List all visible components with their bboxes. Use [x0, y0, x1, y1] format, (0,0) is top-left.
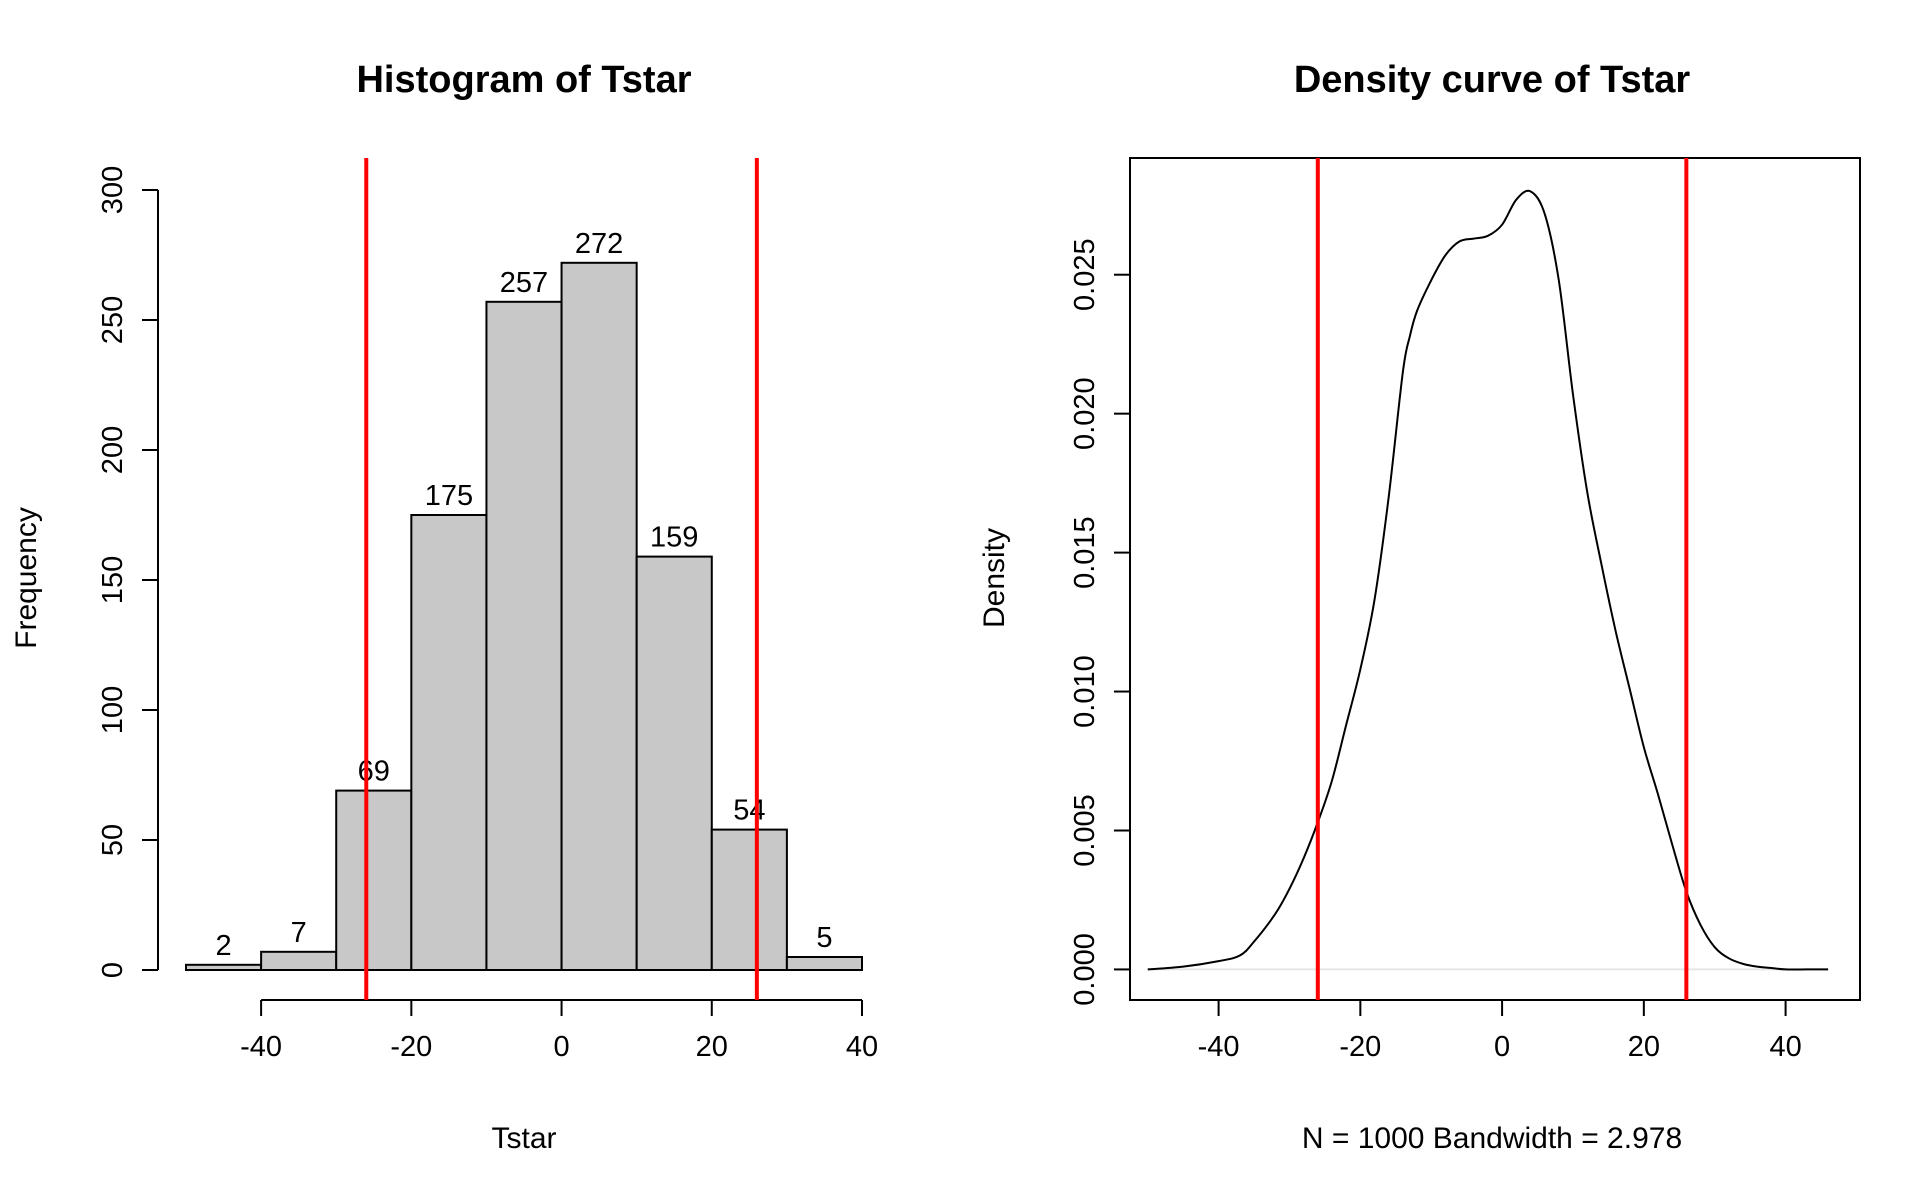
density-panel: Density curve of Tstar N = 1000 Bandwidt… [978, 59, 1861, 1155]
density-y-tick-label: 0.010 [1069, 655, 1101, 728]
histogram-bar [785, 956, 864, 971]
histogram-critical-lines [364, 158, 759, 1000]
histogram-count-label: 2 [215, 930, 231, 962]
density-x-tick-label: -40 [1198, 1031, 1240, 1063]
density-y-axis: 0.000 0.005 0.010 0.015 0.020 0.025 [1069, 238, 1131, 1006]
density-x-tick-label: -20 [1339, 1031, 1381, 1063]
histogram-bar [185, 963, 263, 971]
histogram-y-tick-label: 100 [97, 686, 129, 734]
density-plot-frame [1129, 157, 1861, 1001]
histogram-y-tick-label: 50 [97, 824, 129, 856]
histogram-y-axis-label: Frequency [10, 507, 43, 649]
histogram-x-tick-label: 20 [696, 1031, 728, 1063]
histogram-count-label: 175 [425, 480, 473, 512]
density-y-tick-label: 0.015 [1069, 516, 1101, 589]
histogram-x-axis-label: Tstar [491, 1122, 556, 1155]
histogram-count-label: 54 [733, 795, 765, 827]
histogram-bar [485, 300, 563, 971]
histogram-x-tick-label: -40 [240, 1031, 282, 1063]
histogram-y-tick-label: 250 [97, 296, 129, 344]
histogram-x-tick-label: 40 [846, 1031, 878, 1063]
histogram-bar [410, 514, 488, 971]
density-x-tick-label: 0 [1494, 1031, 1510, 1063]
histogram-count-label: 272 [575, 228, 623, 260]
histogram-bar [560, 261, 638, 971]
density-x-axis-label: N = 1000 Bandwidth = 2.978 [1302, 1122, 1682, 1155]
histogram-bar [635, 555, 713, 971]
histogram-x-tick-label: -20 [390, 1031, 432, 1063]
histogram-y-axis: 0 50 100 150 200 250 300 [97, 166, 159, 978]
density-critical-lines [1315, 158, 1689, 1000]
density-y-tick-label: 0.020 [1069, 377, 1101, 450]
histogram-count-labels: 2 7 69 175 257 272 159 54 5 [215, 228, 832, 962]
density-title: Density curve of Tstar [1294, 59, 1691, 101]
histogram-x-tick-label: 0 [553, 1031, 569, 1063]
density-y-axis-label: Density [978, 528, 1011, 628]
histogram-count-label: 69 [358, 756, 390, 788]
histogram-panel: Histogram of Tstar Tstar Frequency 2 7 69 1… [10, 59, 878, 1155]
histogram-count-label: 7 [291, 917, 307, 949]
histogram-x-axis: -40 -20 0 20 40 [240, 999, 878, 1063]
density-y-tick-label: 0.005 [1069, 794, 1101, 867]
histogram-y-tick-label: 0 [97, 962, 129, 978]
density-x-tick-label: 40 [1769, 1031, 1801, 1063]
density-curve [1147, 189, 1829, 971]
histogram-bar [710, 828, 788, 971]
density-y-tick-label: 0.025 [1069, 238, 1101, 311]
histogram-y-tick-label: 200 [97, 426, 129, 474]
histogram-title: Histogram of Tstar [356, 59, 691, 101]
histogram-count-label: 5 [816, 922, 832, 954]
density-x-tick-label: 20 [1628, 1031, 1660, 1063]
histogram-bar [335, 789, 413, 971]
histogram-count-label: 159 [650, 522, 698, 554]
histogram-y-tick-label: 300 [97, 166, 129, 214]
histogram-count-label: 257 [500, 267, 548, 299]
density-x-axis: -40 -20 0 20 40 [1198, 999, 1802, 1063]
density-y-tick-label: 0.000 [1069, 933, 1101, 1006]
histogram-bars [185, 261, 864, 971]
histogram-y-tick-label: 150 [97, 556, 129, 604]
histogram-bar [260, 950, 338, 971]
